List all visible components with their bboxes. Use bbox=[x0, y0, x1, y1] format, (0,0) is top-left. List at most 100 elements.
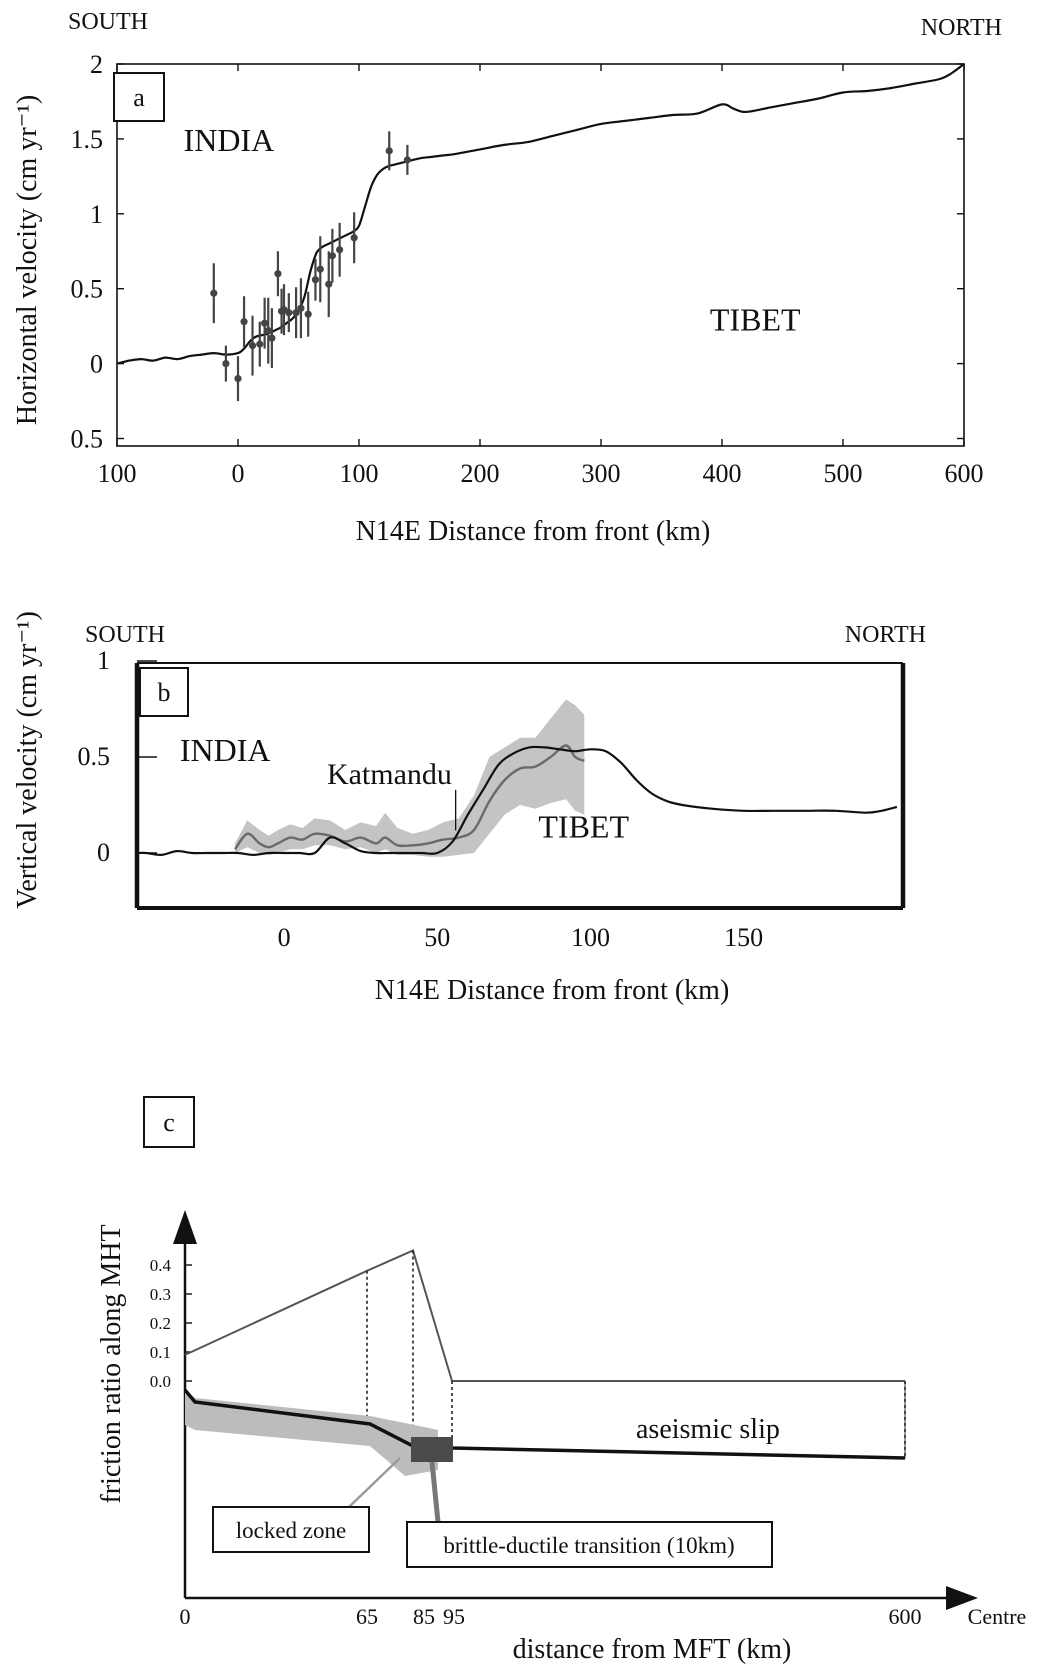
panel-a-label: a bbox=[133, 83, 145, 112]
panel-c-locked-zone-label: locked zone bbox=[236, 1518, 346, 1543]
panel-b-y-tick-label: 0.5 bbox=[78, 742, 111, 771]
panel-a-annotation: TIBET bbox=[710, 302, 801, 338]
panel-a-data-point bbox=[325, 280, 333, 288]
panel-b-annotation: INDIA bbox=[180, 732, 271, 768]
panel-a-x-tick-label: 300 bbox=[582, 459, 621, 488]
panel-a-y-tick-label: 1 bbox=[90, 200, 103, 229]
panel-c-y-tick-label: 0.4 bbox=[150, 1256, 172, 1275]
panel-a-data-point bbox=[311, 276, 320, 284]
panel-c-friction-line bbox=[184, 1249, 905, 1382]
panel-a-data-point bbox=[261, 319, 269, 327]
panel-c-x-tick-label: 600 bbox=[889, 1604, 922, 1629]
panel-a-data-point bbox=[210, 289, 218, 297]
panel-a-plot-area: 100 0 100 200 300 400 500 600 0.5 0 0.5 1 1.5 2 INDIA T… bbox=[71, 50, 984, 488]
panel-a-data-point bbox=[304, 310, 312, 318]
panel-a-data-point bbox=[285, 309, 293, 317]
panel-b-label: b bbox=[158, 678, 171, 707]
panel-a-x-tick-label: 100 bbox=[340, 459, 379, 488]
panel-a-data-point bbox=[328, 252, 336, 260]
panel-c-x-axis-arrow-icon bbox=[946, 1586, 978, 1610]
panel-b-label-box bbox=[139, 667, 189, 717]
panel-a-data-point bbox=[248, 342, 257, 350]
panel-a-x-tick-label: 200 bbox=[461, 459, 500, 488]
panel-b-vertical-velocity: SOUTH NORTH 0 50 100 150 0 0.5 1 INDIA Katmandu T… bbox=[12, 611, 926, 1006]
panel-b-plot-area: 0 50 100 150 0 0.5 1 INDIA Katmandu TIBET bbox=[78, 646, 906, 952]
panel-b-x-tick-label: 0 bbox=[278, 923, 291, 952]
panel-a-horizontal-velocity: SOUTH NORTH 100 0 100 200 300 400 500 600 0.5 0 0.… bbox=[12, 9, 1002, 547]
panel-a-data-point bbox=[292, 309, 300, 317]
panel-b-xlabel: N14E Distance from front (km) bbox=[375, 975, 730, 1006]
panel-a-model-line bbox=[116, 63, 965, 365]
panel-a-frame bbox=[116, 63, 965, 447]
panel-c-transition-pointer bbox=[429, 1461, 441, 1523]
panel-b-y-tick-label: 1 bbox=[97, 646, 110, 675]
panel-a-data-point bbox=[274, 270, 282, 278]
panel-c-locked-band bbox=[185, 1390, 438, 1476]
panel-a-data-point bbox=[336, 246, 344, 254]
panel-b-north-label: NORTH bbox=[845, 622, 926, 648]
panel-a-xlabel: N14E Distance from front (km) bbox=[356, 516, 711, 547]
panel-a-ylabel: Horizontal velocity (cm yr⁻¹) bbox=[12, 95, 43, 425]
panel-a-x-tick-label: 0 bbox=[232, 459, 245, 488]
panel-a-south-label: SOUTH bbox=[68, 9, 148, 35]
panel-a-north-label: NORTH bbox=[921, 15, 1002, 41]
panel-c-label-box bbox=[143, 1096, 195, 1148]
panel-c-transition-block bbox=[411, 1437, 453, 1462]
panel-a-y-tick-label: 1.5 bbox=[71, 125, 104, 154]
panel-a-y-tick-label: 0.5 bbox=[71, 275, 104, 304]
panel-c-locked-zone-box bbox=[212, 1506, 370, 1553]
panel-b-y-tick-label: 0 bbox=[97, 838, 110, 867]
panel-c-label: c bbox=[163, 1108, 175, 1137]
panel-a-x-tick-label: 400 bbox=[703, 459, 742, 488]
panel-a-data-point bbox=[385, 147, 393, 155]
panel-a-annotation: INDIA bbox=[184, 122, 275, 158]
panel-b-observed-line bbox=[234, 744, 585, 850]
panel-c-aseismic-annotation: aseismic slip bbox=[636, 1414, 780, 1445]
panel-a-x-tick-label: 500 bbox=[824, 459, 863, 488]
panel-c-x-tick-label: 0 bbox=[180, 1604, 191, 1629]
panel-c-y-axis-arrow-icon bbox=[173, 1210, 197, 1244]
panel-c-fault-line bbox=[183, 1388, 906, 1460]
panel-c-y-tick-label: 0.1 bbox=[150, 1343, 171, 1362]
panel-a-y-tick-label: 2 bbox=[90, 50, 103, 79]
panel-b-annotation: TIBET bbox=[538, 809, 629, 845]
panel-b-south-label: SOUTH bbox=[85, 622, 165, 648]
panel-c-x-tick-label: 65 bbox=[356, 1604, 378, 1629]
panel-c-plot-area: 0.0 0.1 0.2 0.3 0.4 0 65 85 95 600 locked zone brit… bbox=[150, 1210, 978, 1629]
panel-b-x-tick-label: 50 bbox=[424, 923, 450, 952]
panel-a-x-tick-label: 600 bbox=[945, 459, 984, 488]
panel-c-xlabel: distance from MFT (km) bbox=[513, 1634, 792, 1665]
panel-b-model-line bbox=[136, 745, 898, 857]
panel-b-ylabel: Vertical velocity (cm yr⁻¹) bbox=[12, 611, 43, 909]
panel-b-uncertainty-band bbox=[235, 699, 585, 857]
panel-c-locked-pointer bbox=[348, 1457, 401, 1508]
panel-a-data-point bbox=[403, 156, 411, 164]
panel-a-data-point bbox=[350, 234, 358, 242]
panel-c-friction-ratio: c 0.0 0.1 0.2 0.3 0.4 0 65 85 95 600 locked zone br… bbox=[96, 1096, 1027, 1665]
panel-c-x-tick-label: 85 bbox=[413, 1604, 435, 1629]
panel-b-annotation: Katmandu bbox=[327, 758, 452, 791]
panel-a-data-point bbox=[222, 360, 230, 368]
panel-a-x-tick-label: 100 bbox=[98, 459, 137, 488]
panel-a-data-point bbox=[316, 265, 324, 273]
panel-a-data-point bbox=[256, 340, 264, 348]
panel-b-x-tick-label: 100 bbox=[571, 923, 610, 952]
panel-a-y-tick-label: 0 bbox=[90, 350, 103, 379]
panel-b-x-tick-label: 150 bbox=[724, 923, 763, 952]
panel-c-y-tick-label: 0.3 bbox=[150, 1285, 171, 1304]
panel-a-data-point bbox=[264, 327, 272, 335]
panel-c-x-end-label: Centre bbox=[968, 1604, 1027, 1629]
panel-a-y-tick-label: 0.5 bbox=[71, 425, 104, 454]
panel-a-data-point bbox=[240, 318, 248, 326]
panel-a-data-point bbox=[297, 304, 305, 312]
panel-c-transition-box bbox=[406, 1521, 773, 1568]
panel-c-transition-label: brittle-ductile transition (10km) bbox=[443, 1533, 734, 1558]
panel-c-y-tick-label: 0.0 bbox=[150, 1372, 171, 1391]
panel-c-y-tick-label: 0.2 bbox=[150, 1314, 171, 1333]
panel-a-label-box bbox=[113, 72, 165, 122]
panel-a-data-point bbox=[268, 334, 276, 342]
panel-c-ylabel: friction ratio along MHT bbox=[96, 1224, 127, 1503]
panel-c-x-tick-label: 95 bbox=[443, 1604, 465, 1629]
panel-a-data-point bbox=[234, 374, 242, 383]
